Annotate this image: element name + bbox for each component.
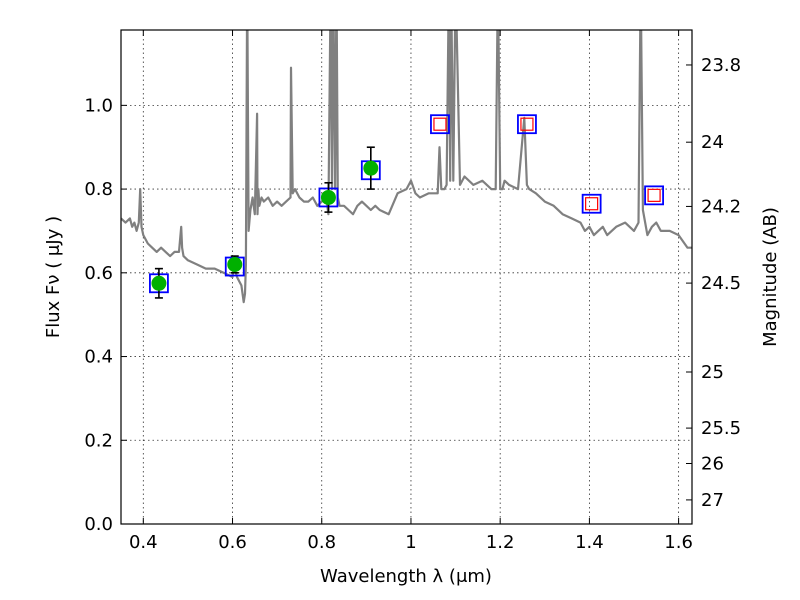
model-box-marker bbox=[517, 114, 537, 135]
right-tick-label: 24 bbox=[701, 132, 724, 153]
x-tick-label: 1.2 bbox=[486, 532, 515, 553]
x-tick-label: 0.4 bbox=[129, 532, 158, 553]
right-tick-label: 24.5 bbox=[701, 273, 741, 294]
y-tick-label: 0.2 bbox=[84, 430, 113, 451]
right-tick-label: 25 bbox=[701, 362, 724, 383]
right-tick-label: 24.2 bbox=[701, 196, 741, 217]
right-tick-label: 25.5 bbox=[701, 418, 741, 439]
right-tick-label: 27 bbox=[701, 490, 724, 511]
upper-limit-marker bbox=[585, 197, 599, 211]
observed-point bbox=[151, 275, 167, 291]
x-tick-label: 0.6 bbox=[218, 532, 247, 553]
y-tick-label: 0.0 bbox=[84, 514, 113, 535]
right-tick-label: 23.8 bbox=[701, 55, 741, 76]
upper-limit-marker bbox=[647, 188, 661, 202]
observed-point bbox=[227, 256, 243, 272]
model-spectrum bbox=[121, 30, 692, 304]
x-axis-title: Wavelength λ (μm) bbox=[320, 566, 492, 587]
upper-limit-marker bbox=[520, 117, 534, 131]
y-tick-label: 1.0 bbox=[84, 95, 113, 116]
observed-point bbox=[363, 160, 379, 176]
model-box-marker bbox=[644, 185, 664, 206]
model-box-marker bbox=[430, 114, 450, 135]
x-tick-label: 1.6 bbox=[664, 532, 693, 553]
y-axis-title: Flux Fν ( μJy ) bbox=[43, 216, 64, 338]
model-box-marker bbox=[581, 193, 602, 214]
upper-limit-marker bbox=[433, 117, 447, 131]
x-tick-label: 1 bbox=[405, 532, 416, 553]
plot-frame bbox=[120, 29, 693, 525]
x-tick-label: 1.4 bbox=[575, 532, 604, 553]
y-tick-label: 0.6 bbox=[84, 263, 113, 284]
x-tick-label: 0.8 bbox=[307, 532, 336, 553]
y-tick-label: 0.8 bbox=[84, 179, 113, 200]
photometry-markers bbox=[149, 114, 664, 299]
grid bbox=[121, 30, 692, 524]
y-tick-label: 0.4 bbox=[84, 347, 113, 368]
observed-point bbox=[320, 189, 336, 205]
right-tick-label: 26 bbox=[701, 453, 724, 474]
ticks: 0.4 0.6 0.8 1 1.2 1.4 1.6 0.0 0.2 0.4 0.6 0.8 1.0 23.… bbox=[84, 30, 741, 553]
right-axis-title: Magnitude (AB) bbox=[760, 207, 781, 347]
spectrum-line bbox=[121, 30, 692, 304]
